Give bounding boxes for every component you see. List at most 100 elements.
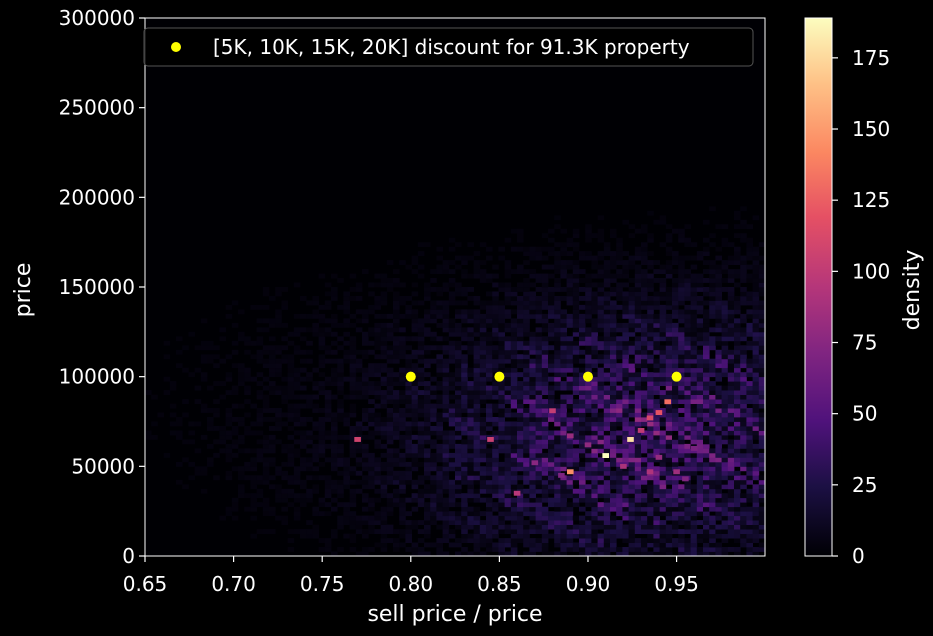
heatmap-cell (591, 430, 598, 436)
heatmap-cell (455, 484, 462, 490)
heatmap-cell (498, 520, 505, 525)
heatmap-cell (324, 412, 332, 418)
heatmap-cell (343, 484, 350, 490)
heatmap-cell (715, 452, 722, 458)
heatmap-cell (368, 457, 375, 463)
heatmap-cell (684, 322, 691, 328)
heatmap-cell (293, 529, 301, 534)
heatmap-cell (566, 282, 574, 288)
heatmap-cell (362, 313, 369, 319)
heatmap-cell (572, 470, 580, 476)
heatmap-cell (740, 233, 747, 239)
heatmap-cell (597, 547, 605, 552)
heatmap-cell (523, 538, 530, 543)
heatmap-cell (628, 506, 636, 512)
heatmap-cell (703, 497, 710, 503)
heatmap-cell (684, 345, 691, 351)
y-tick-label: 100000 (59, 365, 135, 389)
heatmap-cell (585, 399, 592, 404)
heatmap-cell (560, 331, 567, 337)
heatmap-cell (424, 363, 431, 369)
heatmap-cell (579, 470, 586, 476)
heatmap-cell (455, 394, 462, 400)
heatmap-cell (529, 484, 536, 490)
heatmap-cell (405, 466, 412, 472)
heatmap-cell (672, 354, 679, 360)
heatmap-cell (665, 251, 673, 256)
heatmap-cell (585, 363, 592, 369)
heatmap-cell (529, 529, 536, 534)
heatmap-cell (603, 340, 611, 346)
heatmap-cell (678, 287, 685, 292)
heatmap-cell (393, 461, 400, 467)
heatmap-cell (746, 421, 753, 427)
heatmap-cell (610, 264, 617, 270)
heatmap-cell (498, 551, 505, 556)
heatmap-cell (684, 327, 691, 333)
heatmap-cell (690, 421, 698, 427)
heatmap-cell (572, 278, 580, 283)
heatmap-cell (585, 282, 592, 288)
heatmap-cell (486, 484, 493, 490)
heatmap-cell (213, 426, 220, 431)
heatmap-cell (554, 322, 561, 328)
heatmap-cell (684, 340, 691, 346)
heatmap-cell (529, 313, 536, 319)
heatmap-cell (442, 349, 450, 355)
heatmap-cell (467, 457, 474, 463)
heatmap-cell (411, 255, 419, 261)
heatmap-cell (355, 381, 363, 386)
heatmap-cell (517, 408, 524, 413)
heatmap-cell (337, 461, 344, 467)
heatmap-cell (417, 408, 425, 413)
heatmap-cell (256, 340, 264, 346)
heatmap-cell (275, 385, 282, 391)
heatmap-cell (510, 345, 518, 351)
heatmap-cell (603, 529, 611, 534)
heatmap-cell (554, 412, 561, 418)
heatmap-cell (634, 542, 642, 548)
heatmap-cell (603, 533, 611, 539)
heatmap-cell (752, 390, 760, 395)
heatmap-cell (200, 354, 208, 360)
heatmap-cell (554, 421, 561, 427)
heatmap-cell (262, 349, 270, 355)
heatmap-cell (331, 488, 338, 494)
heatmap-cell (455, 255, 462, 261)
heatmap-cell (374, 497, 381, 503)
heatmap-cell (659, 412, 667, 418)
heatmap-cell (256, 421, 264, 427)
heatmap-cell (393, 417, 400, 422)
heatmap-cell (374, 385, 381, 391)
heatmap-cell (740, 385, 747, 391)
heatmap-cell (504, 466, 512, 472)
heatmap-cell (269, 457, 276, 463)
heatmap-cell (318, 475, 326, 481)
heatmap-cell (622, 349, 629, 355)
heatmap-cell (399, 417, 406, 422)
heatmap-cell (734, 296, 741, 301)
heatmap-cell (374, 515, 381, 521)
heatmap-cell (641, 255, 648, 261)
heatmap-cell (709, 479, 716, 485)
heatmap-cell (548, 296, 555, 301)
heatmap-cell (591, 304, 598, 310)
heatmap-cell (380, 340, 388, 346)
heatmap-cell (696, 439, 704, 445)
heatmap-cell (374, 461, 381, 467)
heatmap-cell (634, 488, 642, 494)
heatmap-cell (665, 327, 673, 333)
heatmap-cell (603, 264, 611, 270)
heatmap-cell (672, 251, 679, 256)
heatmap-cell (535, 506, 543, 512)
heatmap-cell (758, 340, 765, 346)
heatmap-cell (740, 461, 747, 467)
heatmap-cell (541, 300, 549, 306)
heatmap-cell (703, 403, 710, 409)
heatmap-cell (281, 461, 288, 467)
heatmap-cell (430, 394, 437, 400)
heatmap-cell (287, 358, 295, 364)
heatmap-cell (467, 475, 474, 481)
heatmap-cell (281, 399, 288, 404)
heatmap-cell (603, 538, 611, 543)
